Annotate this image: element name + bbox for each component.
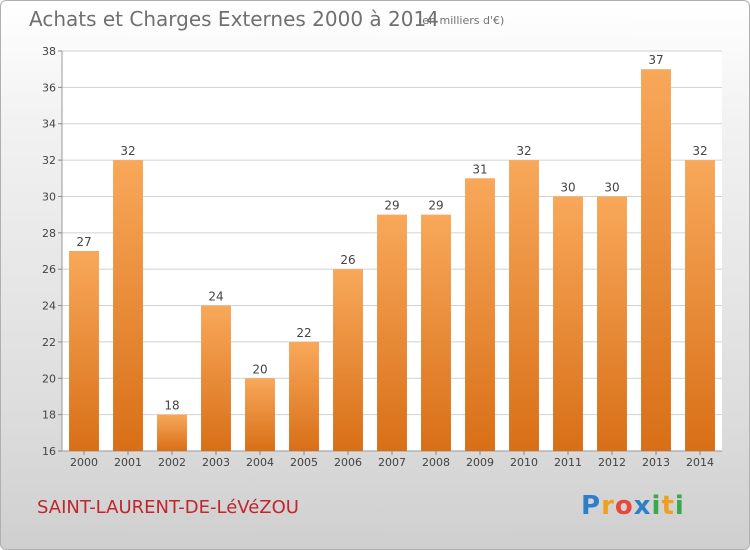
y-tick-label: 18 [42, 409, 56, 422]
bar [509, 160, 539, 451]
y-tick-label: 38 [42, 45, 56, 58]
y-tick-label: 32 [42, 154, 56, 167]
bar-value-label: 27 [76, 235, 91, 249]
bar-value-label: 31 [472, 162, 487, 176]
y-tick-label: 24 [42, 300, 56, 313]
y-tick-label: 20 [42, 372, 56, 385]
bar [113, 160, 143, 451]
bar [157, 414, 187, 451]
bar [597, 196, 627, 451]
logo-letter: i [674, 491, 685, 521]
x-tick-label: 2012 [598, 456, 626, 469]
bar [641, 69, 671, 451]
bar-value-label: 20 [252, 362, 267, 376]
x-tick-label: 2013 [642, 456, 670, 469]
logo-letter: r [601, 491, 615, 521]
chart-title: Achats et Charges Externes 2000 à 2014 [29, 7, 439, 31]
x-tick-label: 2007 [378, 456, 406, 469]
x-tick-label: 2009 [466, 456, 494, 469]
y-tick-label: 22 [42, 336, 56, 349]
commune-name: SAINT-LAURENT-DE-LéVéZOU [37, 497, 299, 518]
bar-value-label: 32 [692, 144, 707, 158]
bar-value-label: 22 [296, 326, 311, 340]
x-tick-label: 2004 [246, 456, 274, 469]
x-tick-label: 2005 [290, 456, 318, 469]
bar [201, 305, 231, 451]
bar-value-label: 30 [560, 180, 575, 194]
bar-value-label: 32 [120, 144, 135, 158]
chart-unit: (en milliers d'€) [418, 14, 505, 27]
logo-letter: t [661, 491, 675, 521]
y-tick-label: 16 [42, 445, 56, 458]
bar [69, 251, 99, 451]
x-tick-label: 2000 [70, 456, 98, 469]
x-tick-label: 2006 [334, 456, 362, 469]
y-tick-label: 34 [42, 118, 56, 131]
y-tick-label: 36 [42, 81, 56, 94]
x-tick-label: 2002 [158, 456, 186, 469]
bar [245, 378, 275, 451]
x-tick-label: 2001 [114, 456, 142, 469]
x-tick-label: 2003 [202, 456, 230, 469]
bar-value-label: 24 [208, 290, 223, 304]
proxiti-logo: Proxiti [581, 491, 685, 521]
bar-value-label: 37 [648, 53, 663, 67]
x-tick-label: 2014 [686, 456, 714, 469]
bar [333, 269, 363, 451]
y-tick-label: 28 [42, 227, 56, 240]
bar-value-label: 29 [428, 199, 443, 213]
bar [465, 178, 495, 452]
bar-value-label: 32 [516, 144, 531, 158]
bar [377, 214, 407, 451]
logo-letter: o [614, 491, 634, 521]
y-tick-label: 30 [42, 190, 56, 203]
x-tick-label: 2011 [554, 456, 582, 469]
logo-letter: P [581, 491, 602, 521]
logo-letter: i [651, 491, 662, 521]
bar-value-label: 30 [604, 180, 619, 194]
logo-letter: x [633, 491, 652, 521]
y-tick-label: 26 [42, 263, 56, 276]
x-tick-label: 2010 [510, 456, 538, 469]
bar [289, 341, 319, 451]
bar-value-label: 29 [384, 199, 399, 213]
bar [685, 160, 715, 451]
bar [421, 214, 451, 451]
bar [553, 196, 583, 451]
x-tick-label: 2008 [422, 456, 450, 469]
bar-value-label: 18 [164, 399, 179, 413]
bar-value-label: 26 [340, 253, 355, 267]
